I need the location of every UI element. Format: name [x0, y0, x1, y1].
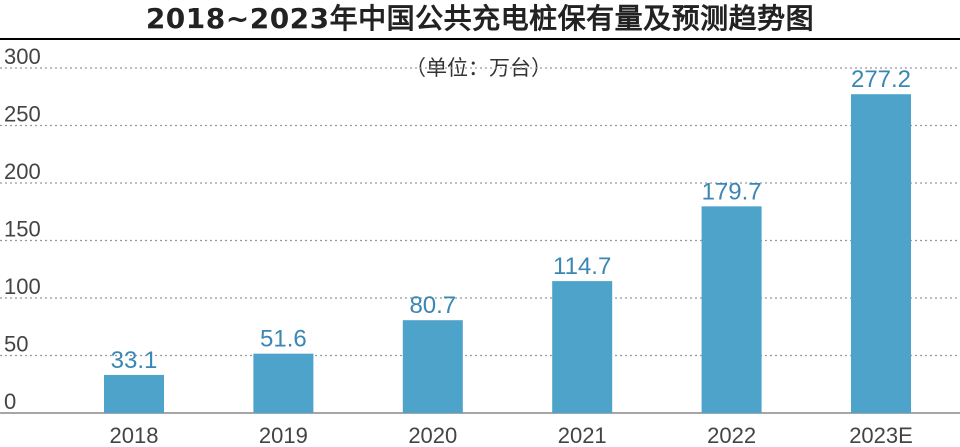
- bar: [851, 94, 911, 413]
- data-label: 51.6: [260, 326, 307, 353]
- y-tick-label: 0: [4, 389, 16, 414]
- x-axis-ticks: 2018 2019 2020 2021 2022 2023E: [110, 423, 913, 447]
- x-tick-label: 2023E: [849, 423, 913, 447]
- y-tick-label: 300: [4, 44, 41, 69]
- data-label: 179.7: [702, 178, 762, 205]
- data-label: 277.2: [851, 66, 911, 93]
- title-rule: [0, 38, 960, 40]
- bar: [552, 281, 613, 413]
- bar: [104, 374, 164, 413]
- x-tick-label: 2019: [259, 423, 308, 447]
- y-tick-label: 100: [4, 274, 41, 299]
- y-tick-label: 250: [4, 102, 41, 127]
- unit-note: （单位：万台）: [405, 56, 552, 80]
- bar: [253, 353, 314, 413]
- bar: [701, 206, 762, 413]
- y-tick-label: 200: [4, 159, 41, 184]
- bar: [402, 320, 463, 413]
- x-tick-label: 2021: [558, 423, 607, 447]
- y-tick-label: 50: [4, 332, 28, 357]
- x-tick-label: 2018: [110, 423, 159, 447]
- data-label: 114.7: [553, 253, 611, 280]
- data-labels: 33.1 51.6 80.7 114.7 179.7 277.2: [111, 66, 911, 374]
- data-label: 80.7: [409, 292, 456, 319]
- y-axis-ticks: 0 50 100 150 200 250 300: [4, 44, 41, 414]
- y-tick-label: 150: [4, 217, 41, 242]
- data-label: 33.1: [111, 347, 158, 374]
- chart-title: 2018~2023年中国公共充电桩保有量及预测趋势图: [145, 2, 815, 35]
- x-tick-label: 2020: [408, 423, 457, 447]
- bars: [104, 94, 911, 413]
- x-tick-label: 2022: [707, 423, 756, 447]
